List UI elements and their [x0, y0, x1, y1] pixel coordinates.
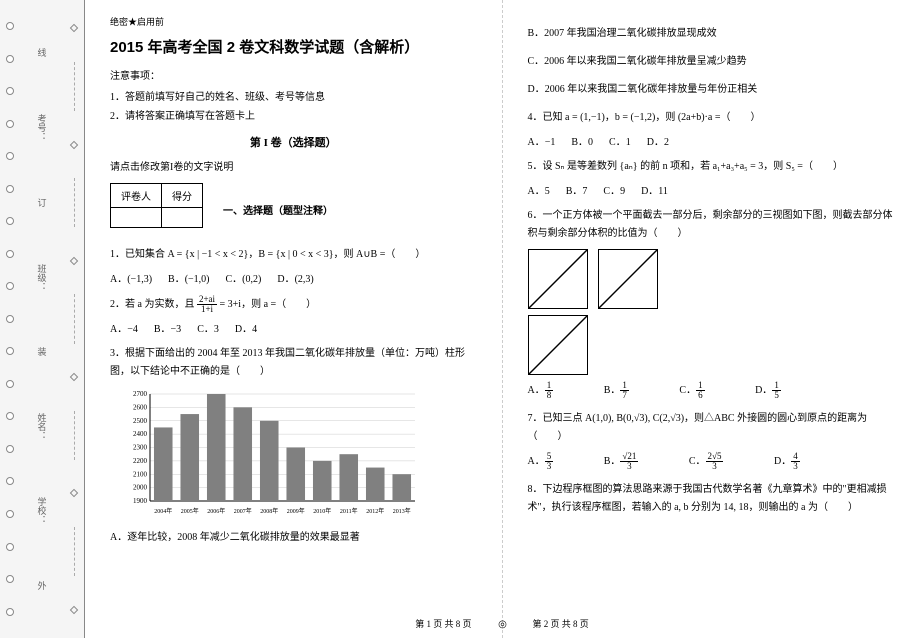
svg-text:2011年: 2011年	[340, 507, 358, 515]
notice-title: 注意事项：	[110, 67, 477, 82]
svg-text:2007年: 2007年	[234, 507, 252, 515]
svg-text:2009年: 2009年	[287, 507, 305, 515]
q3-option-a: A．逐年比较，2008 年减少二氧化碳排放量的效果最显著	[110, 529, 477, 547]
svg-text:2100: 2100	[133, 470, 148, 478]
page-num-left: 第 1 页 共 8 页	[415, 617, 471, 630]
question-5: 5．设 Sₙ 是等差数列 {aₙ} 的前 n 项和，若 a₁+a₃+a₅ = 3…	[528, 158, 896, 176]
exam-title: 2015 年高考全国 2 卷文科数学试题（含解析）	[110, 36, 477, 57]
view-box-3	[528, 315, 588, 375]
hole-strip	[0, 0, 20, 638]
svg-text:2700: 2700	[133, 390, 148, 398]
security-label: 绝密★启用前	[110, 15, 477, 28]
page-mid-marker: ◎	[498, 619, 507, 630]
q4-options: A．−1B．0C．1D．2	[528, 133, 896, 148]
q3-option-d: D．2006 年以来我国二氧化碳年排放量与年份正相关	[528, 81, 896, 99]
question-6: 6．一个正方体被一个平面截去一部分后，剩余部分的三视图如下图，则截去部分体积与剩…	[528, 207, 896, 243]
question-4: 4．已知 a = (1,−1)，b = (−1,2)，则 (2a+b)·a =（…	[528, 109, 896, 127]
svg-text:2010年: 2010年	[313, 507, 331, 515]
page-num-right: 第 2 页 共 8 页	[533, 617, 589, 630]
emissions-chart: 1900 2000 2100 2200 2300 2400 2500 2600 2700 2004…	[120, 389, 420, 519]
svg-text:1900: 1900	[133, 497, 148, 505]
q2-options: A．−4B．−3C．3D．4	[110, 320, 477, 335]
right-column: B．2007 年我国治理二氧化碳排放显现成效 C．2006 年以来我国二氧化碳年…	[503, 0, 920, 638]
svg-text:2400: 2400	[133, 430, 148, 438]
three-views-row1	[528, 249, 896, 309]
binding-labels: 线考号： 订班级： 装姓名： 学校：外	[20, 0, 65, 638]
question-type: 一、选择题（题型注释）	[223, 202, 333, 217]
left-column: 绝密★启用前 2015 年高考全国 2 卷文科数学试题（含解析） 注意事项： 1…	[85, 0, 503, 638]
svg-text:2005年: 2005年	[181, 507, 199, 515]
svg-text:2500: 2500	[133, 417, 148, 425]
svg-text:2006年: 2006年	[207, 507, 225, 515]
three-views-row2	[528, 315, 896, 375]
svg-text:2300: 2300	[133, 444, 148, 452]
question-7: 7．已知三点 A(1,0), B(0,√3), C(2,√3)，则△ABC 外接…	[528, 410, 896, 446]
svg-text:2004年: 2004年	[154, 507, 172, 515]
section-1-title: 第 I 卷（选择题）	[110, 134, 477, 150]
question-1: 1．已知集合 A = {x | −1 < x < 2}，B = {x | 0 <…	[110, 246, 477, 264]
score-table: 评卷人得分	[110, 183, 203, 228]
section-1-instr: 请点击修改第I卷的文字说明	[110, 158, 477, 173]
svg-text:2000: 2000	[133, 484, 148, 492]
q5-options: A．5B．7C．9D．11	[528, 182, 896, 197]
question-8: 8．下边程序框图的算法思路来源于我国古代数学名著《九章算术》中的"更相减损术"，…	[528, 481, 896, 517]
svg-text:2008年: 2008年	[260, 507, 278, 515]
svg-text:2200: 2200	[133, 457, 148, 465]
q3-option-b: B．2007 年我国治理二氧化碳排放显现成效	[528, 25, 896, 43]
question-3: 3．根据下面给出的 2004 年至 2013 年我国二氧化碳年排放量（单位：万吨…	[110, 345, 477, 381]
notice-2: 2．请将答案正确填写在答题卡上	[110, 107, 477, 122]
q1-options: A．(−1,3)B．(−1,0)C．(0,2)D．(2,3)	[110, 270, 477, 285]
q3-option-c: C．2006 年以来我国二氧化碳年排放量呈减少趋势	[528, 53, 896, 71]
svg-text:2600: 2600	[133, 403, 148, 411]
q6-options: A．18 B．17 C．16 D．15	[528, 381, 896, 400]
notice-1: 1．答题前填写好自己的姓名、班级、考号等信息	[110, 88, 477, 103]
dash-strip	[65, 0, 85, 638]
svg-text:2012年: 2012年	[366, 507, 384, 515]
svg-text:2013年: 2013年	[393, 507, 411, 515]
view-box-1	[528, 249, 588, 309]
q7-options: A．53 B．√213 C．2√53 D．43	[528, 452, 896, 471]
view-box-2	[598, 249, 658, 309]
question-2: 2．若 a 为实数，且 2+ai1+i = 3+i，则 a =（ ）	[110, 295, 477, 314]
binding-strip: 线考号： 订班级： 装姓名： 学校：外	[0, 0, 85, 638]
